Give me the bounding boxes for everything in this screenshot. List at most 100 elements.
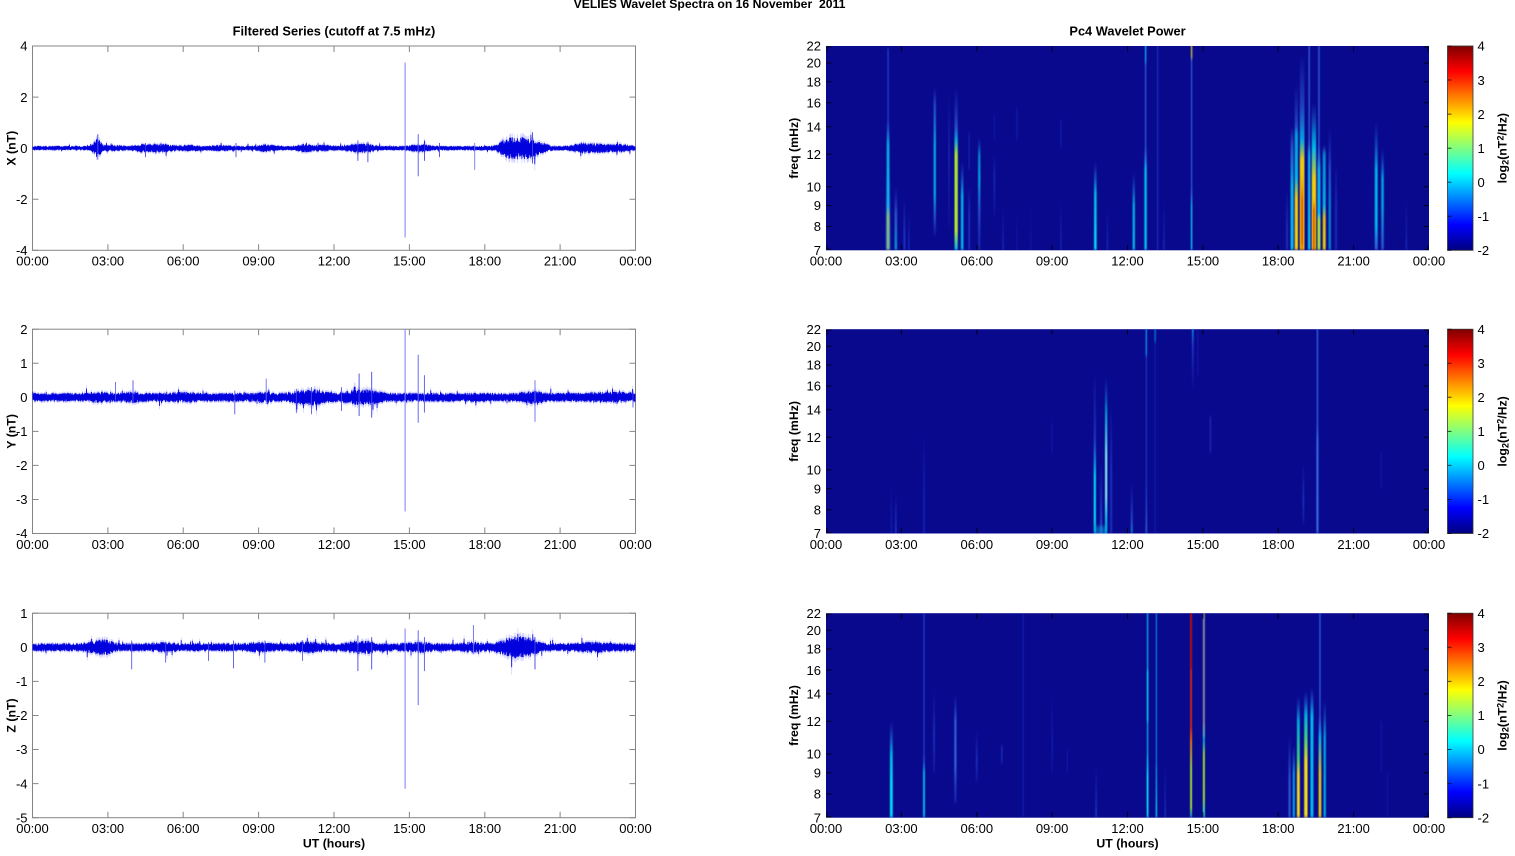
svg-text:14: 14 [807,687,821,702]
svg-text:-2: -2 [1478,810,1490,825]
svg-text:18:00: 18:00 [1262,537,1295,552]
svg-text:0: 0 [20,390,27,405]
svg-text:9: 9 [814,481,821,496]
svg-text:06:00: 06:00 [167,537,200,552]
svg-text:03:00: 03:00 [92,821,125,836]
svg-text:16: 16 [807,96,821,111]
svg-text:-3: -3 [16,492,28,507]
svg-text:12: 12 [807,714,821,729]
svg-text:09:00: 09:00 [242,537,275,552]
svg-text:20: 20 [807,56,821,71]
svg-text:2: 2 [1478,674,1485,689]
svg-text:18:00: 18:00 [469,537,502,552]
svg-text:1: 1 [20,356,27,371]
svg-text:00:00: 00:00 [810,537,843,552]
svg-text:09:00: 09:00 [1036,821,1069,836]
svg-text:20: 20 [807,623,821,638]
svg-text:freq (mHz): freq (mHz) [787,401,801,462]
svg-text:-1: -1 [1478,209,1490,224]
svg-text:21:00: 21:00 [1337,821,1370,836]
svg-text:15:00: 15:00 [1187,254,1220,269]
svg-text:18:00: 18:00 [1262,821,1295,836]
svg-text:log2(nT2/Hz): log2(nT2/Hz) [1496,113,1511,183]
svg-text:03:00: 03:00 [885,821,918,836]
svg-text:3: 3 [1478,73,1485,88]
svg-text:freq (mHz): freq (mHz) [787,118,801,179]
svg-text:00:00: 00:00 [1413,537,1446,552]
svg-text:12:00: 12:00 [1111,821,1144,836]
svg-text:8: 8 [814,787,821,802]
svg-text:14: 14 [807,119,821,134]
svg-text:06:00: 06:00 [961,254,994,269]
svg-text:15:00: 15:00 [393,537,426,552]
svg-text:21:00: 21:00 [544,254,577,269]
svg-text:12: 12 [807,147,821,162]
svg-text:9: 9 [814,766,821,781]
svg-text:12:00: 12:00 [1111,254,1144,269]
svg-text:22: 22 [807,39,821,54]
svg-text:21:00: 21:00 [1337,537,1370,552]
svg-text:18:00: 18:00 [469,254,502,269]
svg-text:-2: -2 [1478,526,1490,541]
svg-text:Pc4 Wavelet Power: Pc4 Wavelet Power [1069,24,1185,39]
svg-text:0: 0 [1478,175,1485,190]
svg-text:4: 4 [1478,39,1485,54]
svg-text:15:00: 15:00 [393,821,426,836]
svg-text:21:00: 21:00 [1337,254,1370,269]
svg-text:00:00: 00:00 [810,254,843,269]
svg-text:3: 3 [1478,640,1485,655]
svg-text:00:00: 00:00 [810,821,843,836]
svg-text:09:00: 09:00 [1036,254,1069,269]
svg-text:10: 10 [807,179,821,194]
svg-text:7: 7 [814,810,821,825]
svg-text:00:00: 00:00 [619,537,652,552]
svg-text:-5: -5 [16,810,28,825]
svg-text:9: 9 [814,198,821,213]
svg-text:21:00: 21:00 [544,821,577,836]
svg-text:3: 3 [1478,356,1485,371]
svg-text:1: 1 [1478,141,1485,156]
svg-text:00:00: 00:00 [1413,254,1446,269]
svg-text:20: 20 [807,339,821,354]
svg-text:0: 0 [20,141,27,156]
svg-text:15:00: 15:00 [1187,537,1220,552]
svg-text:09:00: 09:00 [242,821,275,836]
svg-text:2: 2 [20,322,27,337]
svg-text:4: 4 [1478,322,1485,337]
svg-text:-1: -1 [1478,492,1490,507]
svg-text:00:00: 00:00 [16,537,49,552]
svg-text:7: 7 [814,243,821,258]
svg-text:18:00: 18:00 [1262,254,1295,269]
svg-text:12: 12 [807,430,821,445]
svg-text:Y (nT): Y (nT) [5,414,19,449]
svg-text:4: 4 [1478,606,1485,621]
svg-text:00:00: 00:00 [619,821,652,836]
svg-text:09:00: 09:00 [1036,537,1069,552]
svg-text:22: 22 [807,606,821,621]
svg-text:-1: -1 [1478,776,1490,791]
svg-text:1: 1 [20,606,27,621]
svg-text:-2: -2 [16,458,28,473]
svg-text:log2(nT2/Hz): log2(nT2/Hz) [1496,396,1511,466]
svg-text:00:00: 00:00 [16,821,49,836]
svg-text:log2(nT2/Hz): log2(nT2/Hz) [1496,680,1511,750]
svg-text:4: 4 [20,39,27,54]
svg-text:-2: -2 [16,708,28,723]
svg-text:Filtered Series (cutoff at 7.5: Filtered Series (cutoff at 7.5 mHz) [233,24,436,39]
svg-text:-3: -3 [16,742,28,757]
svg-text:-1: -1 [16,674,28,689]
svg-text:-2: -2 [1478,243,1490,258]
svg-text:8: 8 [814,502,821,517]
svg-text:15:00: 15:00 [1187,821,1220,836]
svg-text:Z (nT): Z (nT) [5,698,19,732]
svg-text:UT (hours): UT (hours) [1096,837,1158,851]
svg-text:0: 0 [1478,458,1485,473]
svg-text:06:00: 06:00 [961,537,994,552]
svg-text:1: 1 [1478,424,1485,439]
svg-text:UT (hours): UT (hours) [303,837,365,851]
svg-text:10: 10 [807,463,821,478]
svg-text:10: 10 [807,747,821,762]
svg-text:-4: -4 [16,526,28,541]
svg-text:22: 22 [807,322,821,337]
svg-text:2: 2 [20,90,27,105]
